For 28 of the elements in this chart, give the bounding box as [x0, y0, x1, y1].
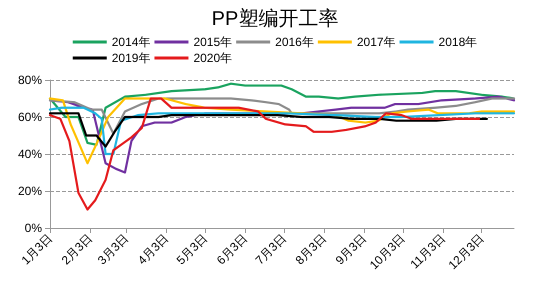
legend-label: 2016年	[275, 35, 314, 49]
line-series	[48, 112, 488, 148]
y-tick-label: 40%	[18, 147, 42, 161]
x-tick-label: 3月3日	[94, 231, 132, 268]
x-tick-label: 11月3日	[407, 231, 448, 272]
line-series	[48, 97, 516, 135]
legend-label: 2018年	[438, 35, 478, 49]
y-tick-label: 80%	[18, 73, 42, 87]
legend-label: 2014年	[112, 35, 150, 49]
x-tick-label: 8月3日	[292, 231, 329, 268]
line-series	[48, 82, 516, 146]
line-series	[48, 106, 516, 156]
y-tick-label: 60%	[18, 110, 42, 124]
line-series	[48, 97, 480, 211]
chart-title: PP塑编开工率	[212, 7, 338, 30]
x-tick-label: 12月3日	[446, 231, 487, 272]
legend-label: 2020年	[193, 51, 232, 65]
x-tick-label: 7月3日	[252, 231, 289, 268]
y-tick-label: 20%	[18, 184, 42, 198]
legend-label: 2017年	[356, 35, 396, 49]
legend-label: 2019年	[112, 51, 150, 65]
x-tick-label: 9月3日	[332, 231, 370, 268]
x-tick-label: 6月3日	[214, 231, 250, 268]
x-tick-label: 5月3日	[174, 231, 210, 268]
x-tick-label: 10月3日	[366, 231, 408, 272]
legend-label: 2015年	[193, 35, 232, 49]
x-tick-label: 4月3日	[134, 231, 172, 268]
x-tick-label: 2月3日	[58, 231, 96, 268]
